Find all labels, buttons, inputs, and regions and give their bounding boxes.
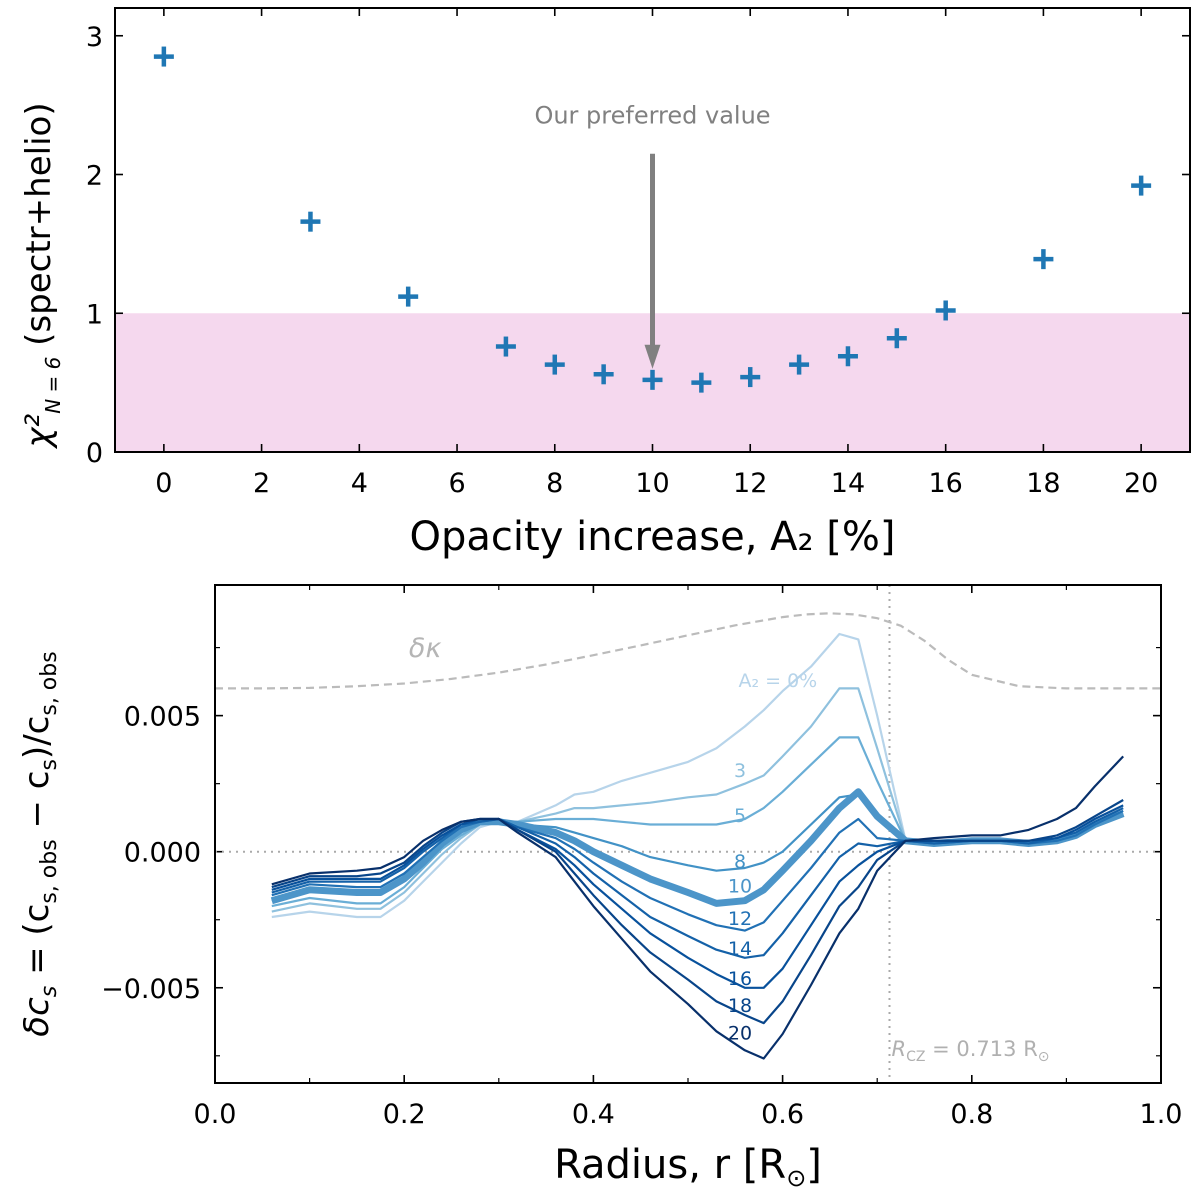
sound-speed-curve	[271, 632, 1124, 919]
chi2-point	[1033, 249, 1054, 270]
sound-speed-x-tick-label: 1.0	[1140, 1099, 1183, 1130]
sound-speed-x-tick-label: 0.8	[950, 1099, 993, 1130]
chi2-point	[837, 346, 858, 367]
chi2-plot-frame	[114, 7, 1191, 453]
chi2-x-tick-label: 6	[448, 468, 465, 499]
chi2-y-axis-label: χ²N = 6 (spectr+helio)	[19, 102, 65, 449]
chi2-x-tick-label: 20	[1124, 468, 1158, 499]
chi2-points	[153, 46, 1152, 393]
chi2-y-tick-label: 2	[86, 161, 103, 192]
sound-speed-curve	[271, 799, 1124, 1025]
preferred-value-arrowhead	[644, 344, 661, 369]
chi2-x-tick-label: 16	[929, 468, 963, 499]
chi2-point	[691, 372, 712, 393]
chi2-point	[740, 367, 761, 388]
delta-kappa-label: δκ	[409, 633, 442, 664]
preferred-value-annotation: Our preferred value	[534, 102, 771, 369]
sound-speed-y-tick-label: 0.000	[124, 838, 201, 869]
curve-label: 14	[728, 938, 752, 960]
chi2-x-tick-label: 10	[635, 468, 669, 499]
chi2-x-tick-label: 4	[351, 468, 368, 499]
sound-speed-x-tick-label: 0.4	[572, 1099, 615, 1130]
preferred-value-label: Our preferred value	[534, 102, 770, 130]
chi2-point	[886, 328, 907, 349]
chi2-x-tick-label: 2	[253, 468, 270, 499]
sound-speed-y-tick-label: 0.005	[124, 702, 201, 733]
chi2-point	[495, 336, 516, 357]
delta-kappa-curve	[215, 612, 1161, 690]
sound-speed-ticks: 0.0 0.2 0.4 0.6 0.8 1.0 −0.005 0.000 0.005	[101, 585, 1182, 1130]
chi2-point	[789, 354, 810, 375]
chi2-x-tick-label: 12	[733, 468, 767, 499]
chi2-x-tick-label: 8	[546, 468, 563, 499]
sound-speed-y-axis-label: δcs = (cs, obs − cs)/cs, obs	[17, 651, 62, 1036]
curve-label: 10	[728, 876, 752, 898]
curve-label: 8	[734, 851, 746, 873]
chi2-point	[153, 46, 174, 67]
chi2-y-tick-label: 1	[86, 299, 103, 330]
curve-label: 20	[728, 1022, 752, 1044]
sound-speed-x-tick-label: 0.0	[194, 1099, 237, 1130]
sound-speed-x-axis-label: Radius, r [R⊙]	[554, 1142, 822, 1192]
sound-speed-plot-frame	[214, 584, 1162, 1084]
chi2-point	[1131, 175, 1152, 196]
chi2-point	[935, 300, 956, 321]
sound-speed-y-tick-label: −0.005	[101, 974, 201, 1005]
chi2-point	[642, 369, 663, 390]
chi2-y-tick-label: 3	[86, 22, 103, 53]
chi2-x-tick-label: 14	[831, 468, 865, 499]
chi2-x-axis-label: Opacity increase, A₂ [%]	[410, 514, 896, 560]
sound-speed-curves	[270, 632, 1125, 1060]
chi2-y-tick-label: 0	[86, 438, 103, 469]
sound-speed-x-tick-label: 0.2	[383, 1099, 426, 1130]
curve-label: A₂ = 0%	[738, 670, 817, 692]
sound-speed-curve	[270, 788, 1125, 907]
sound-speed-curve	[271, 755, 1124, 1060]
curve-labels: A₂ = 0% 3 5 8 10 12 14 16 18 20	[728, 670, 817, 1044]
sound-speed-panel: 0.0 0.2 0.4 0.6 0.8 1.0 −0.005 0.000 0.005 δκ A₂…	[17, 584, 1182, 1192]
curve-label: 18	[728, 995, 752, 1017]
curve-label: 16	[728, 968, 752, 990]
chi2-point	[300, 211, 321, 232]
chi2-point	[544, 354, 565, 375]
chi2-point	[398, 286, 419, 307]
curve-label: 12	[728, 908, 752, 930]
chi2-x-tick-label: 18	[1026, 468, 1060, 499]
curve-label: 5	[734, 805, 746, 827]
curve-label: 3	[734, 760, 746, 782]
sound-speed-x-tick-label: 0.6	[761, 1099, 804, 1130]
chi2-point	[593, 364, 614, 385]
rcz-label: RCZ = 0.713 R⊙	[891, 1037, 1049, 1065]
chi2-x-tick-label: 0	[155, 468, 172, 499]
